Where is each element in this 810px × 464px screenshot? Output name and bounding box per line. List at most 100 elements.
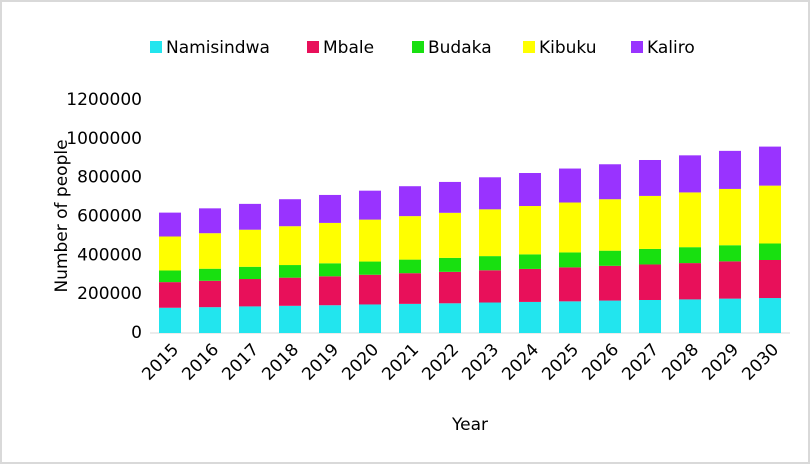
bar-segment	[719, 188, 741, 246]
bar-segment	[719, 298, 741, 333]
y-tick-label: 600000	[77, 207, 142, 227]
x-axis-title: Year	[451, 415, 488, 435]
y-tick-label: 800000	[77, 168, 142, 188]
legend-label: Budaka	[428, 38, 492, 58]
bar-segment	[239, 229, 261, 267]
bar-segment	[759, 146, 781, 186]
bar-segment	[679, 247, 701, 264]
bar-segment	[359, 190, 381, 220]
bar-segment	[319, 276, 341, 306]
legend-swatch	[412, 41, 424, 53]
bar-segment	[679, 299, 701, 333]
legend-swatch	[631, 41, 643, 53]
bar-segment	[279, 226, 301, 266]
bar-segment	[679, 263, 701, 300]
bar-segment	[519, 173, 541, 207]
bar-segment	[559, 301, 581, 333]
bar-segment	[719, 261, 741, 299]
bar-segment	[639, 264, 661, 300]
bar-segment	[679, 192, 701, 248]
bar-segment	[199, 307, 221, 333]
bar-segment	[479, 270, 501, 303]
bar-segment	[519, 268, 541, 302]
bar-segment	[279, 199, 301, 227]
bar-segment	[359, 219, 381, 262]
bar-segment	[319, 194, 341, 223]
bar-segment	[639, 159, 661, 196]
y-tick-label: 1200000	[66, 90, 142, 110]
bar-segment	[559, 168, 581, 203]
bar-segment	[759, 298, 781, 333]
bar-segment	[479, 256, 501, 271]
bar-segment	[439, 303, 461, 333]
bar-segment	[159, 270, 181, 283]
bar-segment	[679, 155, 701, 193]
bar-segment	[159, 212, 181, 237]
bar-segment	[239, 203, 261, 230]
bar-segment	[319, 222, 341, 264]
bar-segment	[199, 208, 221, 234]
bar-segment	[759, 185, 781, 244]
bar-segment	[639, 195, 661, 249]
bar-segment	[279, 305, 301, 333]
bar-segment	[479, 209, 501, 257]
bar-segment	[239, 266, 261, 280]
legend-swatch	[523, 41, 535, 53]
bar-segment	[199, 268, 221, 281]
bar-segment	[159, 282, 181, 308]
bar-segment	[559, 252, 581, 268]
bar-segment	[639, 248, 661, 265]
bar-segment	[759, 259, 781, 299]
bar-segment	[399, 303, 421, 333]
bar-segment	[599, 300, 621, 333]
bar-segment	[479, 177, 501, 210]
bar-segment	[319, 305, 341, 333]
bar-segment	[599, 164, 621, 200]
legend-swatch	[150, 41, 162, 53]
bar-segment	[599, 199, 621, 251]
bar-segment	[239, 306, 261, 333]
legend-swatch	[307, 41, 319, 53]
bar-segment	[639, 299, 661, 333]
y-tick-label: 1000000	[66, 129, 142, 149]
bar-segment	[159, 236, 181, 271]
bar-segment	[599, 265, 621, 301]
bar-segment	[559, 267, 581, 302]
bar-segment	[759, 243, 781, 260]
bar-segment	[399, 186, 421, 217]
bar-segment	[199, 280, 221, 308]
bar-segment	[399, 216, 421, 260]
bar-segment	[559, 202, 581, 253]
legend-label: Kibuku	[539, 38, 597, 58]
bar-segment	[399, 273, 421, 304]
bar-segment	[519, 301, 541, 333]
bar-segment	[719, 245, 741, 262]
bar-segment	[599, 250, 621, 266]
y-axis-title: Number of people	[52, 139, 72, 292]
bar-segment	[439, 271, 461, 304]
bar-segment	[719, 150, 741, 189]
bar-segment	[519, 206, 541, 255]
y-tick-label: 200000	[77, 284, 142, 304]
bar-segment	[439, 212, 461, 258]
bar-segment	[279, 265, 301, 278]
bar-segment	[439, 181, 461, 213]
bar-segment	[239, 279, 261, 307]
legend-label: Kaliro	[647, 38, 695, 58]
legend-label: Mbale	[323, 38, 374, 58]
bar-segment	[319, 263, 341, 277]
bar-segment	[159, 307, 181, 333]
y-tick-label: 0	[131, 323, 142, 343]
bar-segment	[359, 274, 381, 305]
legend-label: Namisindwa	[166, 38, 270, 58]
bar-segment	[359, 261, 381, 275]
bar-segment	[519, 254, 541, 269]
bar-segment	[399, 259, 421, 274]
bar-segment	[199, 233, 221, 269]
y-tick-label: 400000	[77, 245, 142, 265]
bar-segment	[439, 257, 461, 272]
bar-segment	[359, 304, 381, 333]
bar-segment	[479, 302, 501, 333]
